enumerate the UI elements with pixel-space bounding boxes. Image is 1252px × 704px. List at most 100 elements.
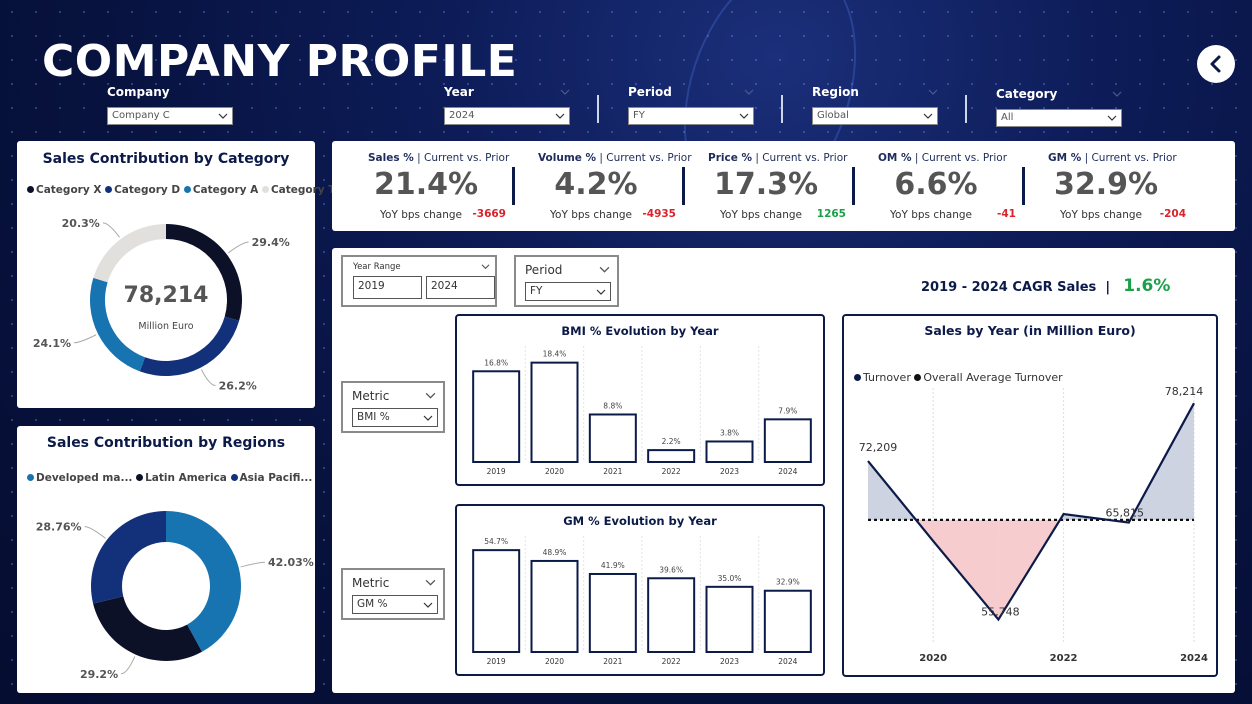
region-donut-chart[interactable]: 42.03% 29.2% 28.76% (17, 426, 315, 693)
bar-value-label: 7.9% (778, 406, 797, 415)
chevron-down-icon (423, 415, 433, 421)
donut-slice[interactable] (93, 224, 166, 283)
bar[interactable] (588, 413, 637, 464)
bar[interactable] (588, 572, 637, 653)
company-slicer[interactable]: Company Company C (107, 85, 233, 125)
year-range-slicer[interactable]: Year Range 2019 2024 (341, 255, 497, 307)
bar[interactable] (472, 549, 521, 653)
region-card-title: Sales Contribution by Regions (46, 435, 286, 451)
donut-slice[interactable] (91, 511, 166, 604)
bar-value-label: 3.8% (720, 428, 739, 437)
kpi-header: Price % | Current vs. Prior (708, 152, 847, 164)
bar-value-label: 8.8% (603, 401, 622, 410)
category-slicer[interactable]: Category All (996, 87, 1122, 127)
bar[interactable] (530, 361, 579, 463)
region-slicer[interactable]: Region Global (812, 85, 938, 125)
legend-item[interactable]: Developed ma... (27, 472, 132, 484)
x-tick-label: 2023 (720, 467, 739, 476)
kpi-subtitle: YoY bps change (380, 209, 462, 221)
bar-value-label: 2.2% (662, 437, 681, 446)
chevron-down-icon (744, 89, 754, 95)
cagr-label: 2019 - 2024 CAGR Sales (921, 280, 1097, 295)
donut-slice[interactable] (166, 511, 241, 652)
panel-period-dropdown[interactable]: FY (525, 282, 611, 301)
bar[interactable] (530, 559, 579, 654)
legend-item[interactable]: Category T (261, 184, 335, 196)
cagr-value: 1.6% (1123, 276, 1171, 296)
metric-slicer-bmi[interactable]: Metric BMI % (341, 381, 445, 433)
panel-period-slicer[interactable]: Period FY (514, 255, 619, 307)
legend-item[interactable]: Latin America (136, 472, 227, 484)
company-dropdown[interactable]: Company C (107, 107, 233, 125)
chevron-down-icon (1112, 91, 1122, 97)
slice-leader-line (240, 561, 266, 568)
bar-value-label: 16.8% (484, 358, 508, 367)
metric-dropdown-value: BMI % (357, 411, 390, 423)
kpi-subtitle: YoY bps change (720, 209, 802, 221)
metric-dropdown-gm[interactable]: GM % (352, 595, 438, 614)
legend-item[interactable]: Category A (183, 184, 258, 196)
bar[interactable] (763, 589, 812, 653)
filter-divider (965, 95, 967, 123)
legend-item[interactable]: Overall Average Turnover (914, 371, 1063, 384)
legend-item[interactable]: Category D (105, 184, 180, 196)
year-dropdown-value: 2024 (449, 110, 475, 121)
donut-slice[interactable] (89, 277, 145, 372)
bar[interactable] (647, 449, 696, 463)
turnover-line[interactable] (867, 402, 1195, 622)
turnover-data-label: 65,815 (1106, 507, 1145, 520)
chevron-down-icon (739, 113, 749, 119)
legend-dot (261, 186, 269, 193)
metric-dropdown-value: GM % (357, 598, 388, 610)
period-dropdown[interactable]: FY (628, 107, 754, 125)
year-range-label: Year Range (353, 262, 401, 272)
bmi-bar-plot[interactable]: 16.8% 2019 18.4% 2020 8.8% 2021 2.2% 2022 3.8% 20… (457, 316, 823, 484)
sales-legend: Turnover Overall Average Turnover (854, 371, 1063, 384)
metric-slicer-gm[interactable]: Metric GM % (341, 568, 445, 620)
year-slicer[interactable]: Year 2024 (444, 85, 570, 125)
category-donut-chart[interactable]: 29.4% 26.2% 24.1% 20.3% (17, 141, 315, 408)
cagr-separator: | (1105, 280, 1111, 295)
period-slicer[interactable]: Period FY (628, 85, 754, 125)
region-dropdown[interactable]: Global (812, 107, 938, 125)
chevron-down-icon (425, 392, 436, 399)
category-dropdown-value: All (1001, 112, 1014, 123)
bar[interactable] (705, 585, 754, 653)
bar[interactable] (705, 440, 754, 464)
donut-slice[interactable] (166, 224, 243, 321)
donut-slice[interactable] (93, 596, 202, 661)
category-legend: Category X Category D Category A Categor… (27, 184, 335, 196)
category-total-unit: Million Euro (138, 321, 194, 332)
bar[interactable] (647, 577, 696, 653)
metric-dropdown-bmi[interactable]: BMI % (352, 408, 438, 427)
kpi-value: 32.9% (1053, 167, 1159, 202)
bar[interactable] (763, 418, 812, 463)
chevron-down-icon (560, 89, 570, 95)
panel-period-value: FY (530, 285, 543, 297)
chevron-down-icon (596, 289, 606, 295)
sales-line-plot[interactable]: 72,209 55,748 65,815 78,214 2020 2022 2024 (844, 316, 1216, 675)
kpi-value: 17.3% (713, 167, 819, 202)
bar[interactable] (472, 370, 521, 463)
back-button[interactable] (1197, 45, 1235, 83)
category-dropdown[interactable]: All (996, 109, 1122, 127)
year-range-start-input[interactable]: 2019 (353, 276, 422, 299)
year-dropdown[interactable]: 2024 (444, 107, 570, 125)
x-tick-label: 2021 (603, 467, 622, 476)
x-tick-label: 2024 (778, 657, 797, 666)
x-tick-label: 2019 (487, 657, 506, 666)
period-slicer-label: Period (628, 85, 672, 99)
year-range-end-input[interactable]: 2024 (426, 276, 495, 299)
chevron-down-icon (923, 113, 933, 119)
legend-item[interactable]: Asia Pacifi... (230, 472, 312, 484)
gm-bar-plot[interactable]: 54.7% 2019 48.9% 2020 41.9% 2021 39.6% 2022 35.0… (457, 506, 823, 674)
variance-area (933, 519, 999, 620)
legend-item[interactable]: Category X (27, 184, 101, 196)
legend-item[interactable]: Turnover (854, 371, 911, 384)
slice-percent-label: 29.2% (80, 668, 118, 681)
donut-slice[interactable] (139, 316, 240, 376)
metric-slicer-label: Metric (352, 576, 390, 590)
bar-value-label: 41.9% (601, 561, 625, 570)
page-title: COMPANY PROFILE (42, 36, 518, 87)
region-dropdown-value: Global (817, 110, 849, 121)
